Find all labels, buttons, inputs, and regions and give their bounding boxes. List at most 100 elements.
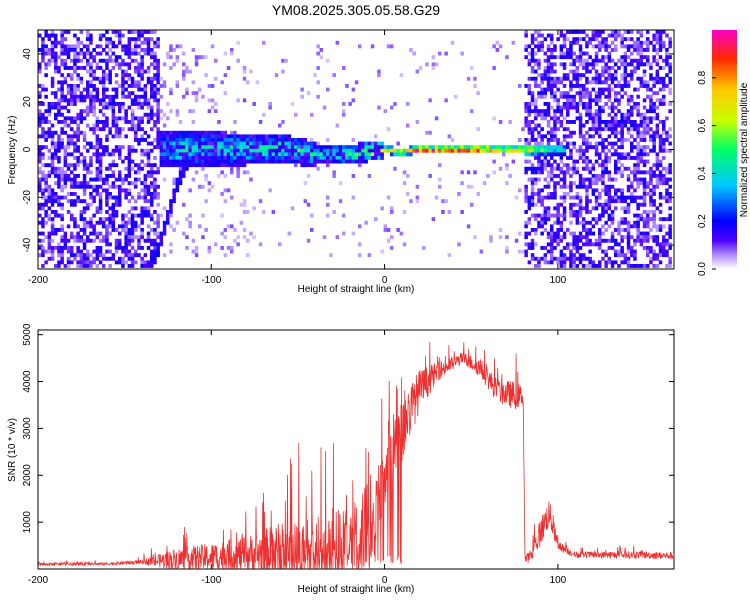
spectrogram-cell <box>207 159 212 164</box>
spectrogram-cell <box>543 112 548 117</box>
spectrogram-cell <box>537 84 541 88</box>
spectrogram-cell <box>460 148 464 153</box>
spectrogram-cell <box>505 235 509 240</box>
spectrogram-cell <box>143 87 148 92</box>
spectrogram-cell <box>578 130 583 135</box>
spectrogram-cell <box>534 80 538 85</box>
spectrogram-cell <box>658 177 663 182</box>
spectrogram-cell <box>121 188 125 193</box>
spectrogram-cell <box>108 184 112 189</box>
spectrogram-cell <box>614 192 618 196</box>
spectrogram-cell <box>646 87 650 92</box>
spectrogram-cell <box>41 224 45 229</box>
spectrogram-cell <box>322 145 327 150</box>
spectrogram-cell <box>178 138 183 142</box>
spectrogram-cell <box>54 145 58 150</box>
spectrogram-cell <box>114 238 119 243</box>
spectrogram-cell <box>386 148 391 153</box>
spectrogram-cell <box>287 134 292 139</box>
spectrogram-cell <box>585 94 589 99</box>
spectrogram-cell <box>546 102 551 106</box>
spectrogram-cell <box>73 192 77 196</box>
spectrogram-cell <box>646 235 650 240</box>
spectrogram-cell <box>607 33 612 38</box>
spectrogram-cell <box>646 30 650 34</box>
spectrogram-cell <box>118 188 122 193</box>
spectrogram-cell <box>559 159 564 164</box>
spectrogram-cell <box>156 69 160 74</box>
spectrogram-cell <box>172 138 176 142</box>
spectrogram-cell <box>534 109 538 114</box>
spectrogram-cell <box>534 138 538 142</box>
spectrogram-cell <box>127 105 132 110</box>
spectrogram-cell <box>44 138 48 142</box>
spectrogram-cell <box>118 192 122 196</box>
spectrogram-cell <box>639 195 644 200</box>
spectrogram-cell <box>198 184 202 189</box>
spectrogram-cell <box>668 134 672 139</box>
spectrogram-cell <box>60 170 64 175</box>
spectrogram-cell <box>572 76 576 81</box>
spectrogram-cell <box>543 206 548 211</box>
spectrogram-cell <box>540 48 544 52</box>
spectrogram-cell <box>217 148 221 153</box>
spectrogram-cell <box>655 253 660 258</box>
spectrogram-cell <box>665 249 669 254</box>
spectrogram-cell <box>217 152 221 157</box>
spectrogram-cell <box>98 260 103 265</box>
spectrogram-cell <box>66 98 71 103</box>
spectrogram-cell <box>118 174 122 178</box>
spectrogram-cell <box>562 184 567 189</box>
spectrogram-cell <box>658 134 663 139</box>
spectrogram-cell <box>553 112 557 117</box>
spectrogram-cell <box>646 94 650 99</box>
spectrogram-cell <box>537 123 541 128</box>
spectrogram-cell <box>326 148 330 153</box>
spectrogram-cell <box>649 177 653 182</box>
spectrogram-cell <box>105 188 109 193</box>
spectrogram-cell <box>338 159 343 164</box>
spectrogram-cell <box>623 228 628 232</box>
spectrogram-cell <box>284 58 288 63</box>
spectrogram-cell <box>617 264 621 268</box>
spectrogram-cell <box>601 166 605 171</box>
spectrogram-cell <box>559 76 564 81</box>
spectrogram-cell <box>377 156 381 160</box>
spectrogram-cell <box>374 141 378 146</box>
spectrogram-cell <box>57 145 61 150</box>
spectrogram-cell <box>633 120 637 124</box>
spectrogram-cell <box>102 105 106 110</box>
spectrogram-cell <box>217 141 221 146</box>
spectrogram-cell <box>466 148 471 153</box>
spectrogram-cell <box>82 156 87 160</box>
colorbar-tick-label: 0.0 <box>697 262 708 276</box>
spectrogram-cell <box>575 40 580 45</box>
spectrogram-cell <box>646 246 650 250</box>
spectrogram-cell <box>185 156 189 160</box>
spectrogram-cell <box>239 202 244 207</box>
spectrogram-cell <box>169 134 173 139</box>
spectrogram-cell <box>546 87 551 92</box>
spectrogram-cell <box>108 231 112 236</box>
spectrogram-cell <box>668 44 672 49</box>
spectrogram-cell <box>169 44 173 49</box>
spectrogram-cell <box>556 87 560 92</box>
spectrogram-cell <box>226 224 231 229</box>
spectrogram-cell <box>543 134 548 139</box>
spectrogram-cell <box>297 156 301 160</box>
spectrogram-cell <box>127 120 132 124</box>
spectrogram-cell <box>185 134 189 139</box>
spectrogram-cell <box>492 44 496 49</box>
spectrogram-cell <box>300 94 304 99</box>
spectrogram-cell <box>76 163 80 168</box>
spectrogram-cell <box>662 44 666 49</box>
spectrogram-cell <box>473 145 477 150</box>
spectrogram-cell <box>566 105 570 110</box>
spectrogram-cell <box>182 69 186 74</box>
spectrogram-cell <box>169 91 173 96</box>
spectrogram-cell <box>662 249 666 254</box>
spectrogram-cell <box>63 238 68 243</box>
spectrogram-cell <box>70 91 74 96</box>
spectrogram-cell <box>140 116 144 121</box>
spectrogram-cell <box>300 138 304 142</box>
